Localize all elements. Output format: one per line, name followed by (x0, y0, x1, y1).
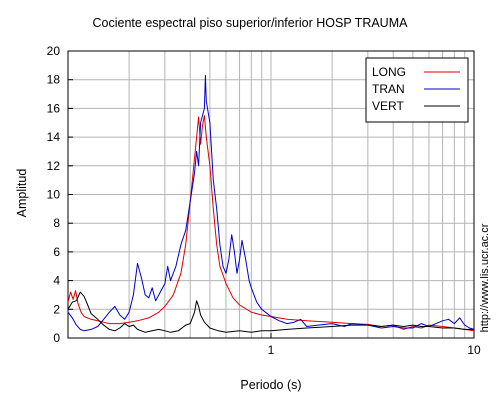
series-line-vert (67, 291, 474, 333)
y-tick-label-3: 6 (53, 245, 60, 259)
y-tick-label-7: 14 (47, 130, 61, 144)
legend: LONG TRAN VERT (365, 57, 469, 123)
y-tick-label-1: 2 (53, 302, 60, 316)
y-tick-label-2: 4 (53, 274, 60, 288)
y-tick-label-4: 8 (53, 216, 60, 230)
axis-ticks: 0 2 4 6 8 10 12 14 16 18 20 1 10 (47, 44, 481, 357)
y-tick-label-6: 12 (47, 159, 61, 173)
legend-label-vert: VERT (372, 99, 404, 113)
series-lines (67, 74, 475, 333)
y-tick-label-10: 20 (47, 44, 61, 58)
y-tick-label-8: 16 (47, 101, 61, 115)
series-line-tran (67, 74, 475, 332)
y-tick-label-9: 18 (47, 73, 61, 87)
y-tick-label-5: 10 (47, 188, 61, 202)
x-tick-label-1: 10 (467, 343, 481, 357)
legend-box (365, 57, 469, 123)
x-axis-label: Periodo (s) (240, 378, 302, 392)
y-tick-label-0: 0 (53, 331, 60, 345)
chart-title: Cociente espectral piso superior/inferio… (92, 16, 408, 30)
legend-label-tran: TRAN (372, 82, 405, 96)
legend-label-long: LONG (372, 65, 406, 79)
x-tick-label-0: 1 (268, 343, 275, 357)
